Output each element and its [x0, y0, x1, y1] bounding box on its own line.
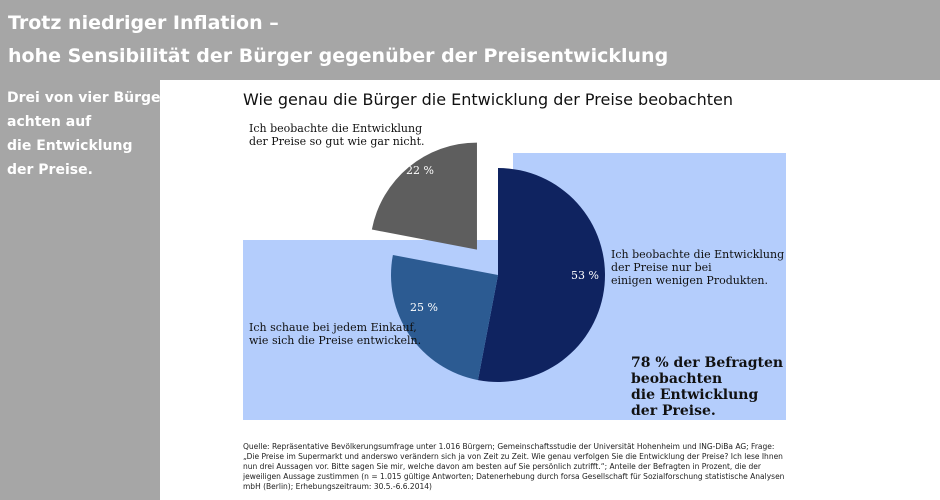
sidebar-line-1: Drei von vier Bürgern [7, 90, 178, 106]
slice-label-22-line-1: Ich beobachte die Entwicklung [249, 122, 422, 135]
chart-title: Wie genau die Bürger die Entwicklung der… [243, 90, 733, 109]
annotation-line-3: die Entwicklung [631, 387, 758, 403]
slice-label-22-line-2: der Preise so gut wie gar nicht. [249, 135, 425, 148]
slice-value-label-25: 25 % [410, 301, 438, 314]
slice-value-label-53: 53 % [571, 269, 599, 282]
annotation-line-4: der Preise. [631, 403, 716, 419]
sidebar-line-2: achten auf [7, 114, 92, 130]
slice-label-53-line-1: Ich beobachte die Entwicklung [611, 248, 784, 261]
header-title-line-1: Trotz niedriger Inflation – [8, 12, 279, 34]
header-title-line-2: hohe Sensibilität der Bürger gegenüber d… [8, 45, 669, 67]
pie-slice-22 [371, 142, 477, 250]
pie-slice-25 [390, 254, 498, 381]
slice-label-25-line-2: wie sich die Preise entwickeln. [249, 334, 421, 347]
source-note: Quelle: Repräsentative Bevölkerungsumfra… [243, 442, 785, 491]
slice-label-53-line-3: einigen wenigen Produkten. [611, 274, 768, 287]
slice-label-25-line-1: Ich schaue bei jedem Einkauf, [249, 321, 417, 334]
sidebar-line-3: die Entwicklung [7, 138, 133, 154]
annotation-line-2: beobachten [631, 371, 722, 387]
sidebar-line-4: der Preise. [7, 162, 93, 178]
sidebar: Drei von vier Bürgern achten auf die Ent… [0, 80, 177, 500]
annotation-line-1: 78 % der Befragten [631, 355, 783, 371]
slice-label-53-line-2: der Preise nur bei [611, 261, 712, 274]
header-bar: Trotz niedriger Inflation – hohe Sensibi… [0, 0, 940, 80]
slice-value-label-22: 22 % [406, 164, 434, 177]
pie-slice-53 [477, 168, 605, 382]
